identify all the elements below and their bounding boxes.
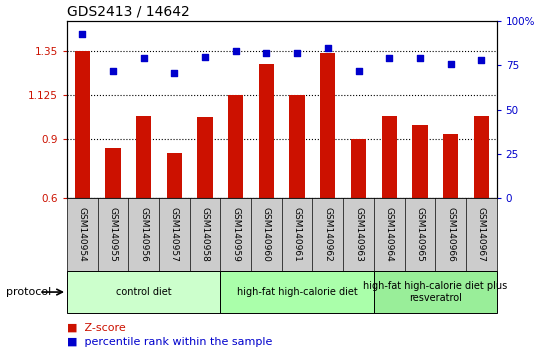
Text: GSM140960: GSM140960 <box>262 207 271 262</box>
Text: high-fat high-calorie diet plus
resveratrol: high-fat high-calorie diet plus resverat… <box>363 281 507 303</box>
Point <box>140 56 148 61</box>
Point <box>292 50 301 56</box>
Bar <box>167 153 182 198</box>
Bar <box>198 116 213 198</box>
Bar <box>374 271 497 313</box>
Point <box>446 61 455 67</box>
Point <box>354 68 363 74</box>
Point <box>78 31 87 36</box>
Text: GSM140962: GSM140962 <box>323 207 333 262</box>
Point <box>385 56 394 61</box>
Text: ■  percentile rank within the sample: ■ percentile rank within the sample <box>67 337 272 347</box>
Bar <box>474 116 489 198</box>
Bar <box>228 95 243 198</box>
Bar <box>320 53 335 198</box>
Bar <box>67 271 220 313</box>
Text: GSM140964: GSM140964 <box>384 207 394 262</box>
Text: GSM140965: GSM140965 <box>415 207 425 262</box>
Text: GSM140954: GSM140954 <box>78 207 87 262</box>
Point <box>477 57 485 63</box>
Bar <box>382 116 397 198</box>
Point <box>415 56 425 61</box>
Bar <box>412 125 427 198</box>
Text: ■  Z-score: ■ Z-score <box>67 322 126 332</box>
Bar <box>290 95 305 198</box>
Text: GSM140959: GSM140959 <box>231 207 240 262</box>
Text: GSM140957: GSM140957 <box>170 207 179 262</box>
Bar <box>351 139 366 198</box>
Point <box>231 48 240 54</box>
Text: GSM140958: GSM140958 <box>200 207 210 262</box>
Point <box>201 54 210 59</box>
Text: GSM140955: GSM140955 <box>108 207 118 262</box>
Text: GSM140961: GSM140961 <box>292 207 302 262</box>
Point <box>170 70 179 75</box>
Point <box>108 68 117 74</box>
Text: high-fat high-calorie diet: high-fat high-calorie diet <box>237 287 358 297</box>
Bar <box>443 134 458 198</box>
Point <box>262 50 271 56</box>
Text: protocol: protocol <box>6 287 51 297</box>
Text: control diet: control diet <box>116 287 171 297</box>
Bar <box>75 51 90 198</box>
Text: GDS2413 / 14642: GDS2413 / 14642 <box>67 5 190 19</box>
Text: GSM140966: GSM140966 <box>446 207 455 262</box>
Bar <box>259 63 274 198</box>
Text: GSM140963: GSM140963 <box>354 207 363 262</box>
Bar <box>105 148 121 198</box>
Bar <box>136 116 151 198</box>
Text: GSM140956: GSM140956 <box>139 207 148 262</box>
Bar <box>220 271 374 313</box>
Point <box>324 45 333 51</box>
Text: GSM140967: GSM140967 <box>477 207 486 262</box>
